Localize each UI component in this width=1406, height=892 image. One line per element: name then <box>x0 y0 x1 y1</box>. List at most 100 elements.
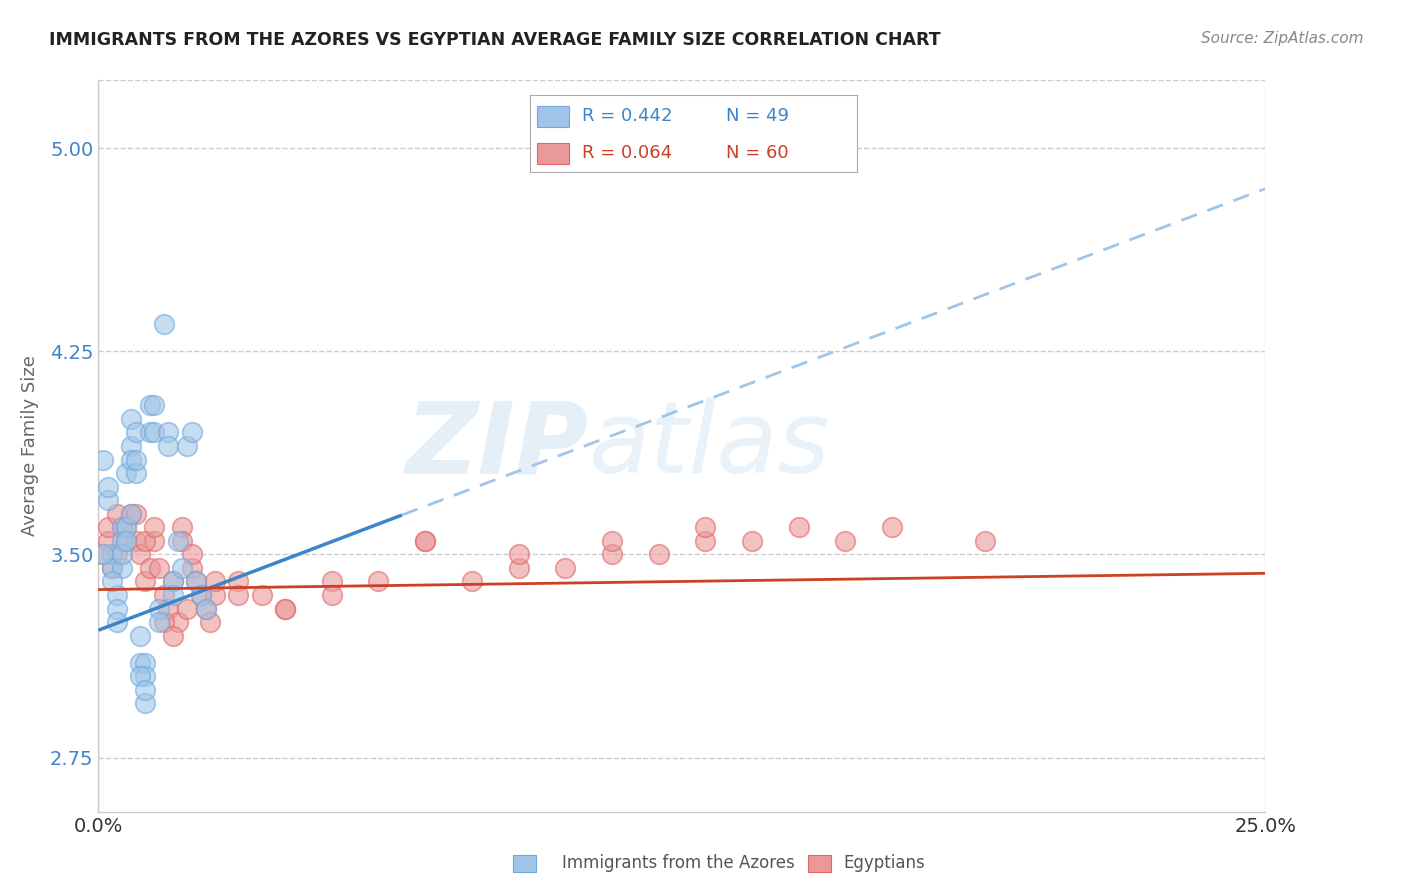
Point <box>200 615 222 629</box>
Point <box>101 561 124 575</box>
Point <box>129 669 152 683</box>
Point <box>101 574 124 589</box>
Point <box>166 615 188 629</box>
Point <box>125 507 148 521</box>
Point <box>152 588 174 602</box>
Point <box>974 533 997 548</box>
Point <box>125 452 148 467</box>
Point <box>413 533 436 548</box>
Point <box>148 561 170 575</box>
Text: Immigrants from the Azores: Immigrants from the Azores <box>562 855 796 872</box>
Point <box>600 547 623 561</box>
Point <box>162 588 184 602</box>
Point <box>186 574 208 589</box>
Text: Egyptians: Egyptians <box>844 855 925 872</box>
Point <box>508 561 530 575</box>
Point <box>134 533 156 548</box>
Point <box>120 507 142 521</box>
Point <box>105 615 128 629</box>
Point <box>134 697 156 711</box>
Point <box>461 574 484 589</box>
Point <box>228 588 250 602</box>
Point <box>190 588 212 602</box>
Point <box>143 425 166 440</box>
Point <box>129 547 152 561</box>
Point <box>554 561 576 575</box>
Point <box>180 547 202 561</box>
Point <box>111 520 134 534</box>
Point <box>204 574 226 589</box>
Point <box>129 629 152 643</box>
Point <box>321 588 343 602</box>
Point <box>125 425 148 440</box>
Point <box>152 615 174 629</box>
Point <box>250 588 273 602</box>
Point <box>413 533 436 548</box>
Point <box>139 425 162 440</box>
Point <box>97 533 120 548</box>
Point <box>120 452 142 467</box>
Point <box>120 507 142 521</box>
Point <box>134 669 156 683</box>
Point <box>101 561 124 575</box>
Point <box>176 439 198 453</box>
Point <box>787 520 810 534</box>
Point <box>105 601 128 615</box>
Point <box>115 520 138 534</box>
Point <box>172 533 194 548</box>
Point <box>600 533 623 548</box>
Point <box>139 561 162 575</box>
Point <box>134 682 156 697</box>
Point <box>105 507 128 521</box>
Point <box>176 601 198 615</box>
Point <box>111 561 134 575</box>
Point <box>148 601 170 615</box>
Point <box>157 439 180 453</box>
Point <box>508 547 530 561</box>
Y-axis label: Average Family Size: Average Family Size <box>21 356 39 536</box>
Text: atlas: atlas <box>589 398 830 494</box>
Point <box>166 533 188 548</box>
Point <box>91 547 114 561</box>
Point <box>125 466 148 480</box>
Point <box>120 439 142 453</box>
Point <box>194 601 217 615</box>
Point <box>134 656 156 670</box>
Point <box>647 547 669 561</box>
Point <box>172 520 194 534</box>
Point <box>194 601 217 615</box>
Point <box>274 601 297 615</box>
Point <box>105 588 128 602</box>
Point <box>880 520 903 534</box>
Point <box>274 601 297 615</box>
Point <box>101 547 124 561</box>
Point <box>111 547 134 561</box>
Point <box>367 574 389 589</box>
Point <box>139 398 162 412</box>
Point <box>204 588 226 602</box>
Point <box>321 574 343 589</box>
Point <box>695 533 717 548</box>
Point <box>148 615 170 629</box>
Point <box>91 452 114 467</box>
Point <box>97 493 120 508</box>
Point <box>129 656 152 670</box>
Point <box>157 425 180 440</box>
Point <box>143 533 166 548</box>
Point <box>143 520 166 534</box>
Point <box>162 574 184 589</box>
Point <box>741 533 763 548</box>
Point <box>834 533 856 548</box>
Point <box>120 412 142 426</box>
Point <box>186 574 208 589</box>
Point <box>91 547 114 561</box>
Point <box>111 533 134 548</box>
Point <box>695 520 717 534</box>
Point <box>115 533 138 548</box>
Point <box>180 425 202 440</box>
Point <box>157 601 180 615</box>
Point <box>143 398 166 412</box>
Point <box>115 466 138 480</box>
Point <box>115 533 138 548</box>
Text: ZIP: ZIP <box>405 398 589 494</box>
